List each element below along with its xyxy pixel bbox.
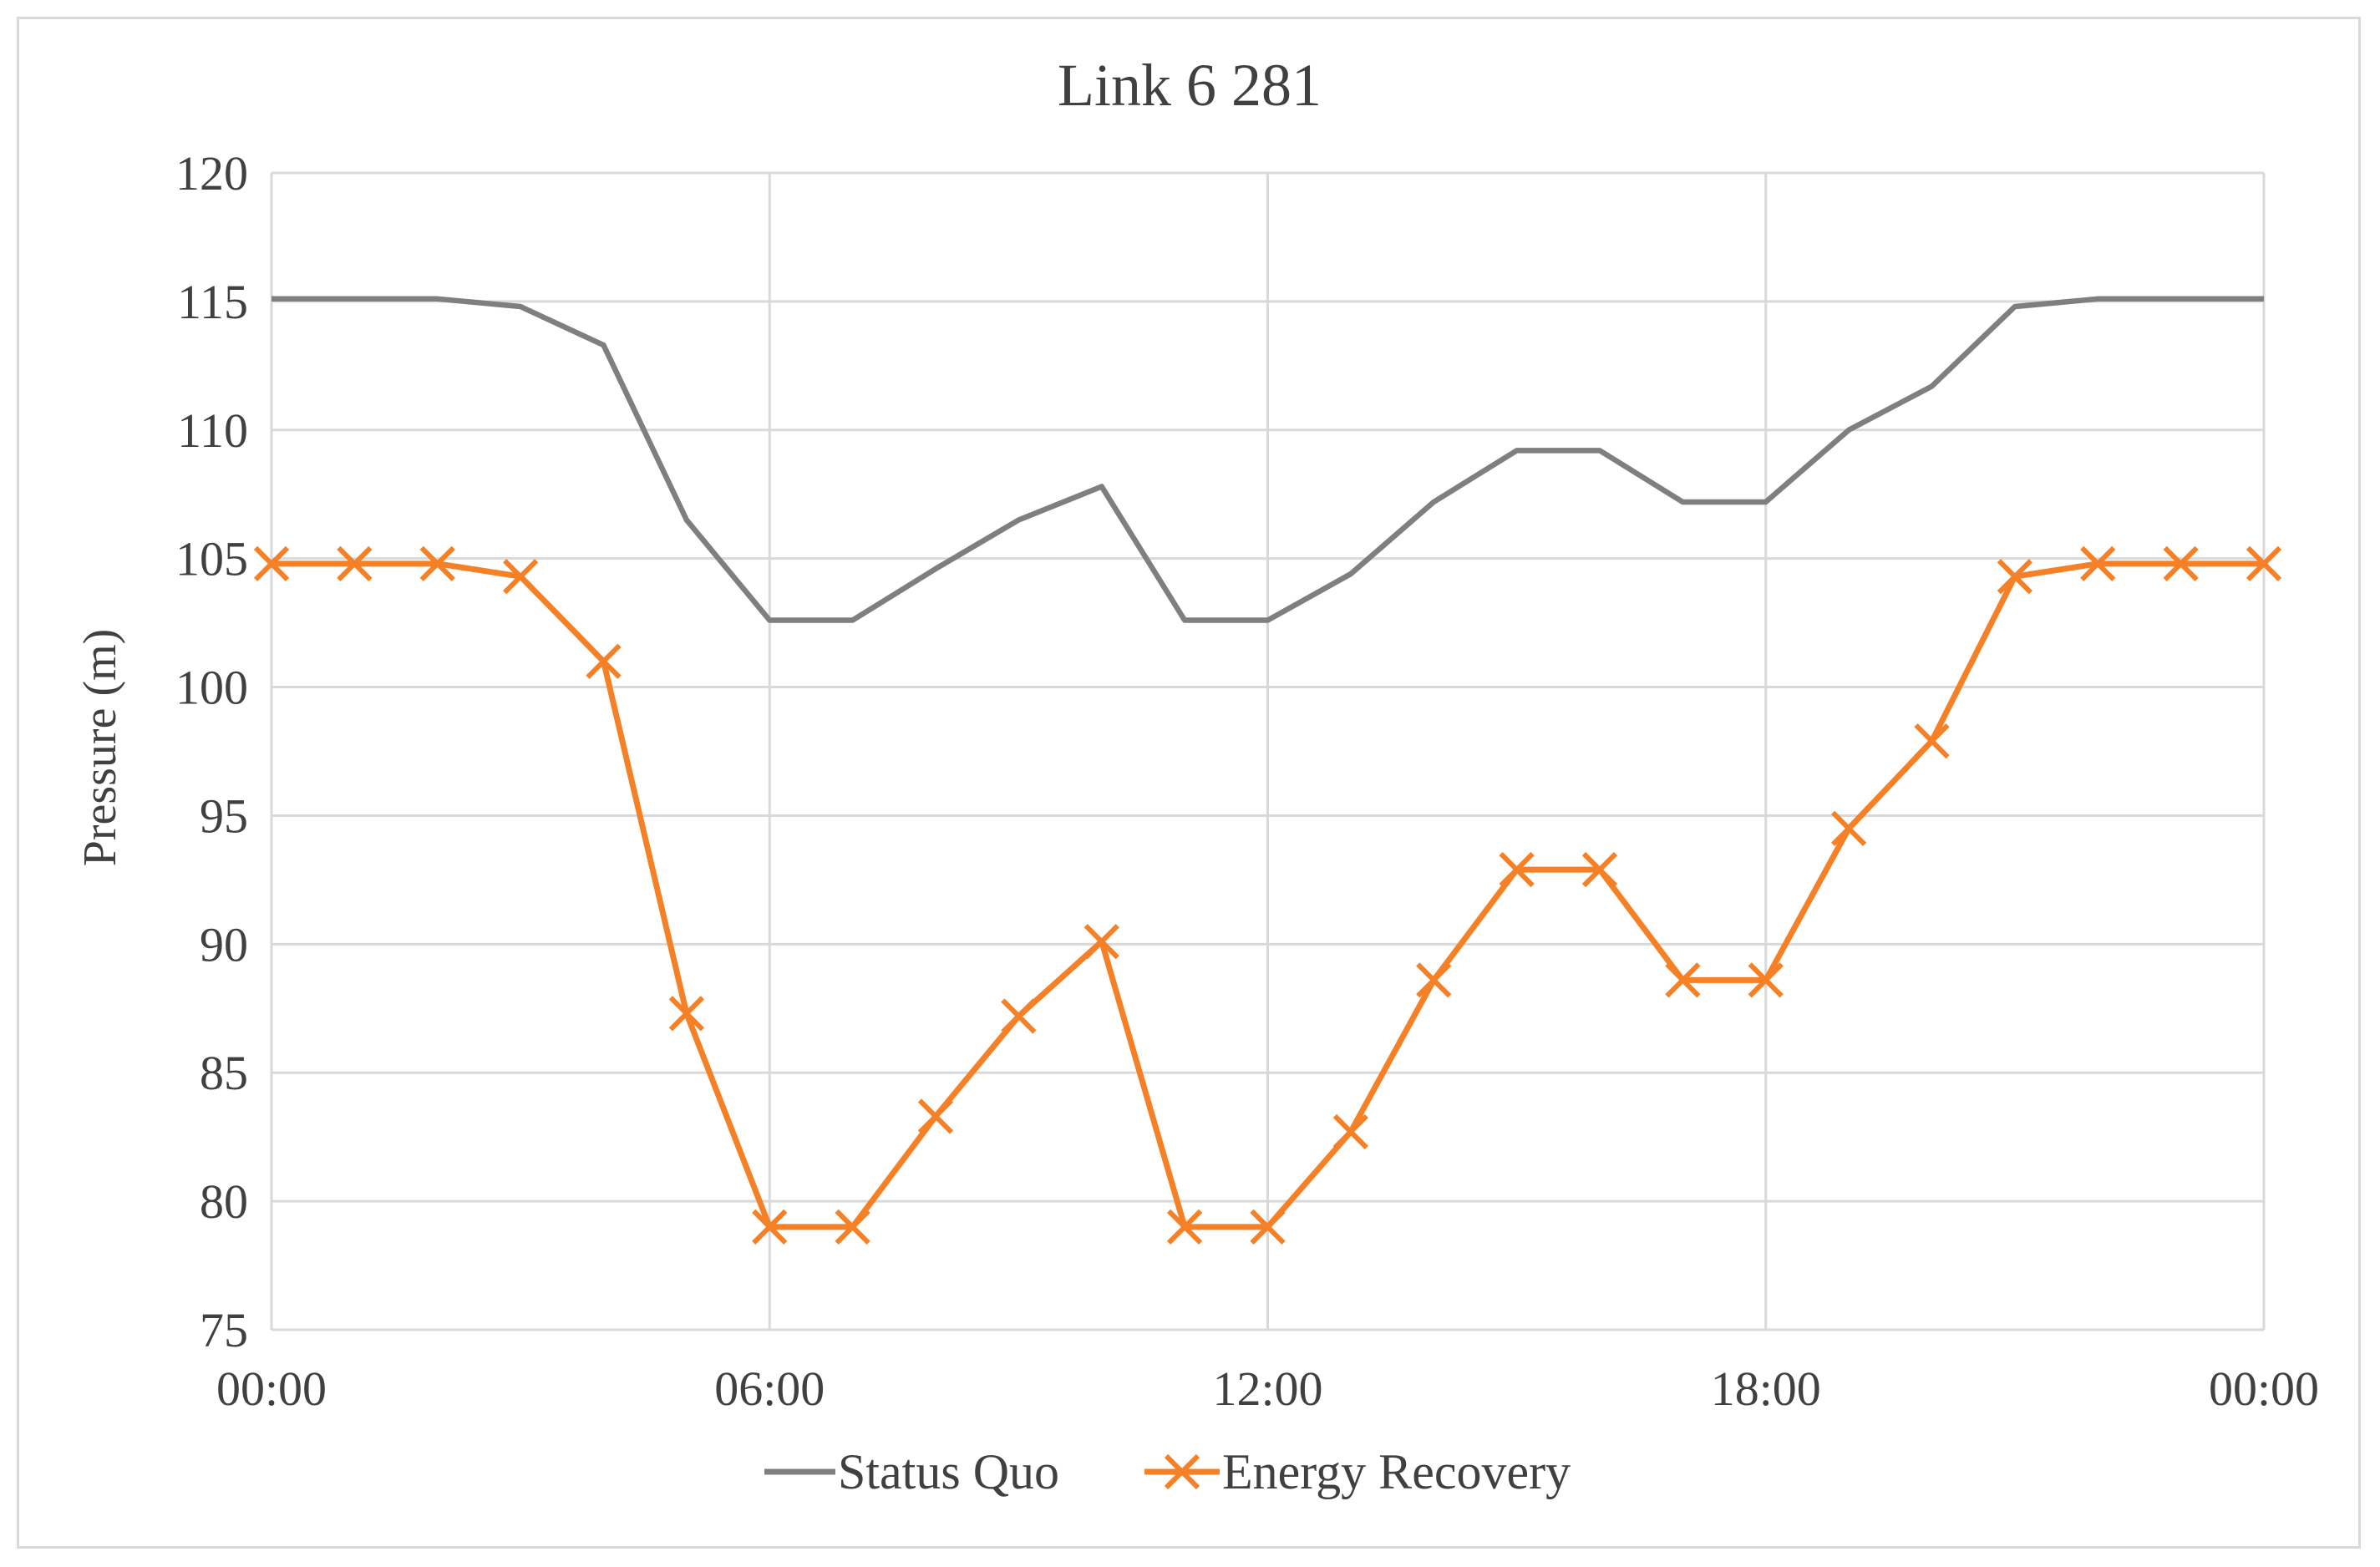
data-point-marker xyxy=(337,545,373,581)
data-point-marker xyxy=(917,1098,954,1134)
data-point-marker xyxy=(419,545,455,581)
data-point-marker xyxy=(1997,559,2033,595)
y-tick-label: 85 xyxy=(200,1046,248,1100)
y-tick-label: 115 xyxy=(177,275,248,329)
y-tick-label: 120 xyxy=(175,146,248,200)
data-point-marker xyxy=(1416,962,1452,998)
chart-title: Link 6 281 xyxy=(1058,52,1322,119)
x-tick-label: 18:00 xyxy=(1711,1362,1821,1416)
data-point-marker xyxy=(2163,545,2199,581)
series-line-1 xyxy=(271,296,2264,623)
data-point-marker xyxy=(1167,1209,1203,1245)
chart-frame xyxy=(17,17,2361,1549)
data-point-marker xyxy=(1250,1209,1286,1245)
legend-label: Energy Recovery xyxy=(1222,1444,1571,1499)
y-tick-label: 75 xyxy=(200,1303,248,1357)
grid-lines xyxy=(270,171,2266,1331)
y-tick-label: 95 xyxy=(200,789,248,843)
data-point-marker xyxy=(586,643,622,679)
data-point-marker xyxy=(752,1209,788,1245)
data-point-marker xyxy=(503,559,539,595)
data-point-marker xyxy=(1914,723,1950,759)
y-tick-label: 105 xyxy=(175,532,248,586)
y-tick-label: 110 xyxy=(177,403,248,458)
data-point-marker xyxy=(1499,851,1535,888)
data-point-marker xyxy=(2080,545,2116,581)
x-tick-label: 06:00 xyxy=(714,1362,825,1416)
y-tick-label: 80 xyxy=(200,1174,248,1229)
data-point-marker xyxy=(1665,962,1701,998)
data-point-marker xyxy=(1083,924,1119,960)
x-tick-label: 12:00 xyxy=(1212,1362,1322,1416)
x-tick-label: 00:00 xyxy=(216,1362,327,1416)
data-point-marker xyxy=(1332,1113,1369,1150)
series-lines xyxy=(253,296,2282,1245)
y-tick-label: 90 xyxy=(200,917,248,971)
data-point-marker xyxy=(835,1209,870,1245)
y-axis-label: Pressure (m) xyxy=(74,629,126,867)
legend-marker xyxy=(1164,1453,1200,1490)
data-point-marker xyxy=(1581,851,1618,888)
data-point-marker xyxy=(1001,998,1037,1034)
data-point-marker xyxy=(253,545,290,581)
tick-labels: 75 80 85 90 95 100 105 110 115 120 00:00 06:00 12:00… xyxy=(175,146,2319,1416)
x-tick-label: 00:00 xyxy=(2209,1362,2319,1416)
y-tick-label: 100 xyxy=(175,661,248,715)
legend-label: Status Quo xyxy=(838,1444,1059,1499)
data-point-marker xyxy=(1748,962,1784,998)
data-point-marker xyxy=(668,996,704,1032)
legend: Status Quo Energy Recovery xyxy=(764,1444,1571,1499)
data-point-marker xyxy=(2246,545,2282,581)
data-point-marker xyxy=(1831,810,1867,846)
